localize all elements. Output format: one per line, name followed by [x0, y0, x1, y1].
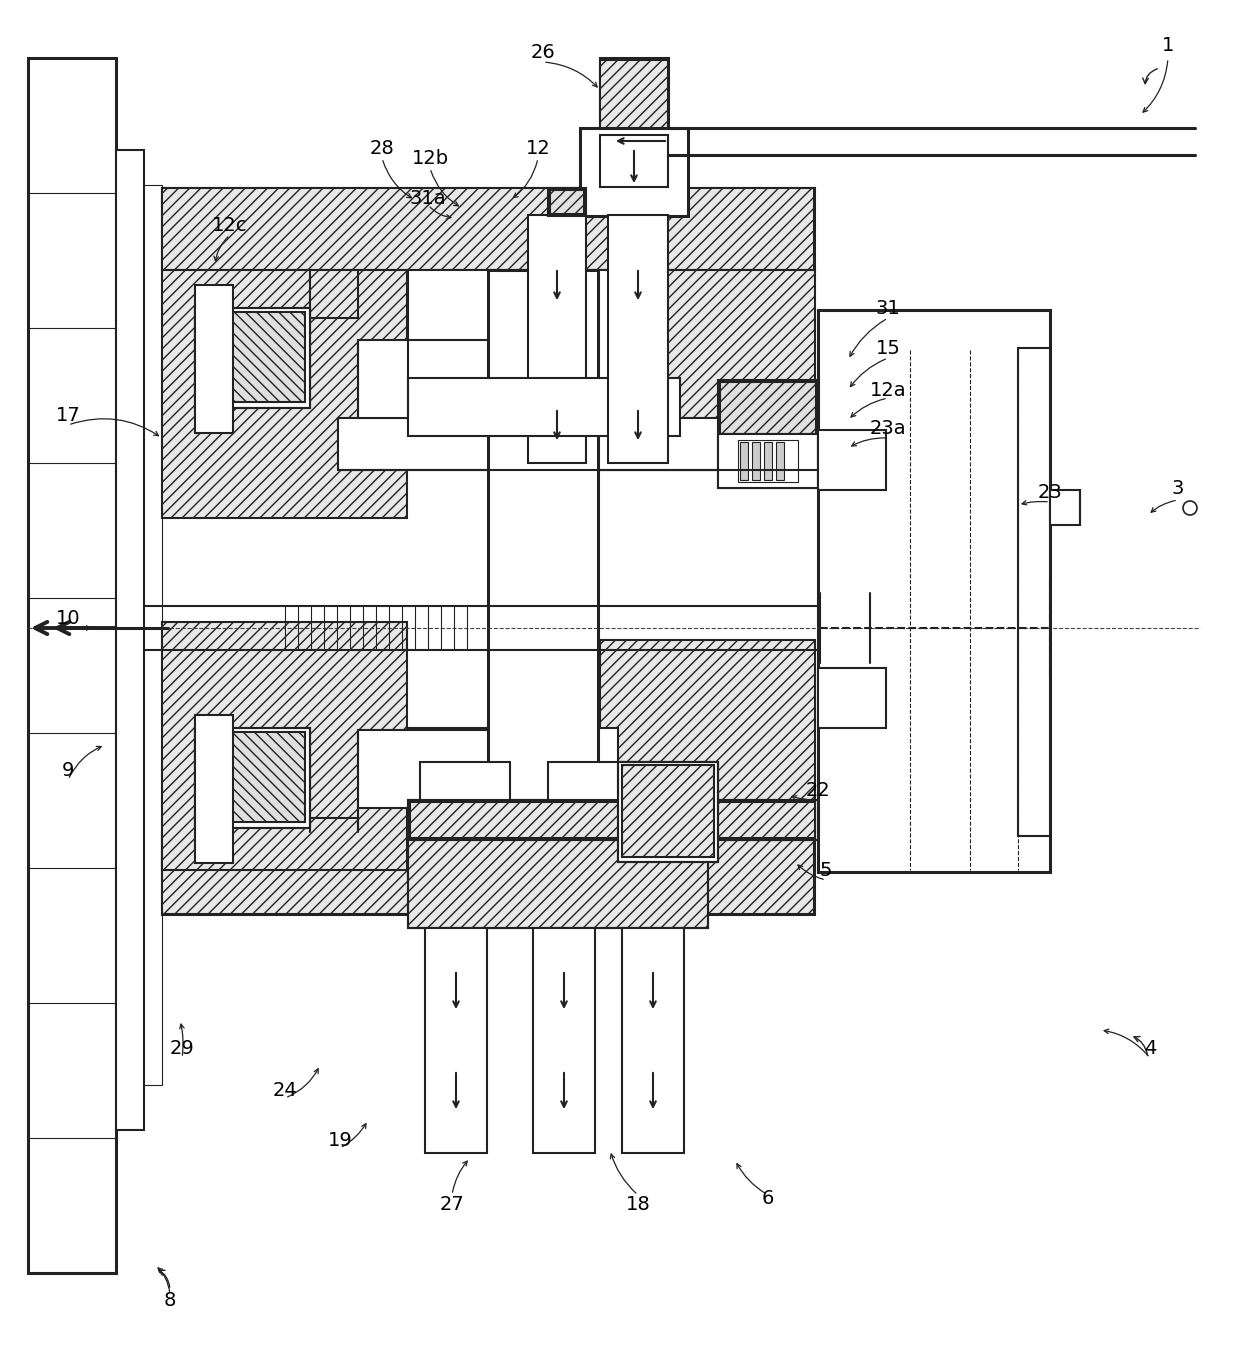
Text: 3: 3 [1172, 479, 1184, 498]
Bar [622, 765, 714, 857]
Text: 19: 19 [327, 1131, 352, 1150]
Bar [1050, 490, 1080, 525]
Bar [410, 802, 815, 838]
Text: 1: 1 [1162, 35, 1174, 54]
Text: 28: 28 [370, 139, 394, 158]
Bar [162, 832, 813, 915]
Bar [195, 284, 233, 433]
Text: 12b: 12b [412, 148, 449, 167]
Bar [528, 215, 587, 463]
Bar [720, 382, 816, 434]
Text: 22: 22 [806, 780, 831, 799]
Bar [738, 440, 799, 482]
Bar [818, 430, 887, 490]
Text: 10: 10 [56, 608, 81, 627]
Bar [622, 928, 684, 1153]
Text: 8: 8 [164, 1290, 176, 1309]
Text: 12: 12 [526, 139, 551, 158]
Bar [533, 928, 595, 1153]
Bar [117, 150, 144, 1130]
Bar [489, 269, 598, 900]
Text: 18: 18 [626, 1195, 650, 1214]
Bar [420, 762, 510, 800]
Text: 27: 27 [440, 1195, 464, 1214]
Bar [620, 762, 711, 800]
Bar [200, 312, 305, 401]
Bar [29, 59, 117, 1273]
Bar [408, 378, 680, 436]
Bar [718, 380, 818, 489]
Text: 31: 31 [875, 298, 900, 317]
Bar [162, 188, 813, 269]
Text: 12a: 12a [869, 381, 906, 400]
Bar [339, 418, 818, 470]
Bar [195, 308, 310, 408]
Text: 23a: 23a [869, 418, 906, 437]
Bar [144, 185, 162, 1085]
Text: 12c: 12c [212, 215, 248, 234]
Bar [600, 640, 815, 840]
Bar [608, 215, 668, 463]
Bar [195, 715, 233, 863]
Bar [162, 269, 407, 519]
Bar [408, 728, 618, 876]
Bar [1018, 348, 1050, 836]
Text: 24: 24 [273, 1081, 298, 1100]
Text: 17: 17 [56, 406, 81, 425]
Bar [408, 840, 708, 928]
Bar [580, 128, 688, 216]
Text: 9: 9 [62, 761, 74, 780]
Bar [358, 340, 489, 418]
Bar [818, 668, 887, 728]
Bar [162, 622, 407, 870]
Bar [408, 269, 618, 418]
Bar [200, 732, 305, 822]
Bar [195, 728, 310, 827]
Text: 4: 4 [1143, 1038, 1156, 1057]
Text: 15: 15 [875, 339, 900, 358]
Bar [548, 188, 587, 216]
Text: 5: 5 [820, 860, 832, 879]
Text: 31a: 31a [409, 189, 446, 207]
Bar [740, 442, 748, 480]
Bar [818, 310, 1050, 872]
Bar [600, 269, 815, 470]
Bar [600, 59, 668, 128]
Bar [618, 762, 718, 862]
Bar [425, 928, 487, 1153]
Bar [718, 434, 818, 489]
Text: 23: 23 [1038, 483, 1063, 501]
Text: 26: 26 [531, 42, 556, 61]
Bar [358, 729, 489, 808]
Bar [776, 442, 784, 480]
Bar [618, 762, 718, 862]
Bar [408, 800, 818, 840]
Text: 6: 6 [761, 1188, 774, 1207]
Bar [408, 840, 708, 928]
Bar [764, 442, 773, 480]
Bar [600, 60, 668, 128]
Bar [162, 188, 813, 269]
Bar [548, 762, 639, 800]
Text: 29: 29 [170, 1038, 195, 1057]
Bar [162, 832, 813, 915]
Bar [600, 135, 668, 186]
Bar [195, 728, 310, 827]
Bar [195, 308, 310, 408]
Bar [551, 191, 584, 214]
Bar [751, 442, 760, 480]
Bar [408, 800, 818, 840]
